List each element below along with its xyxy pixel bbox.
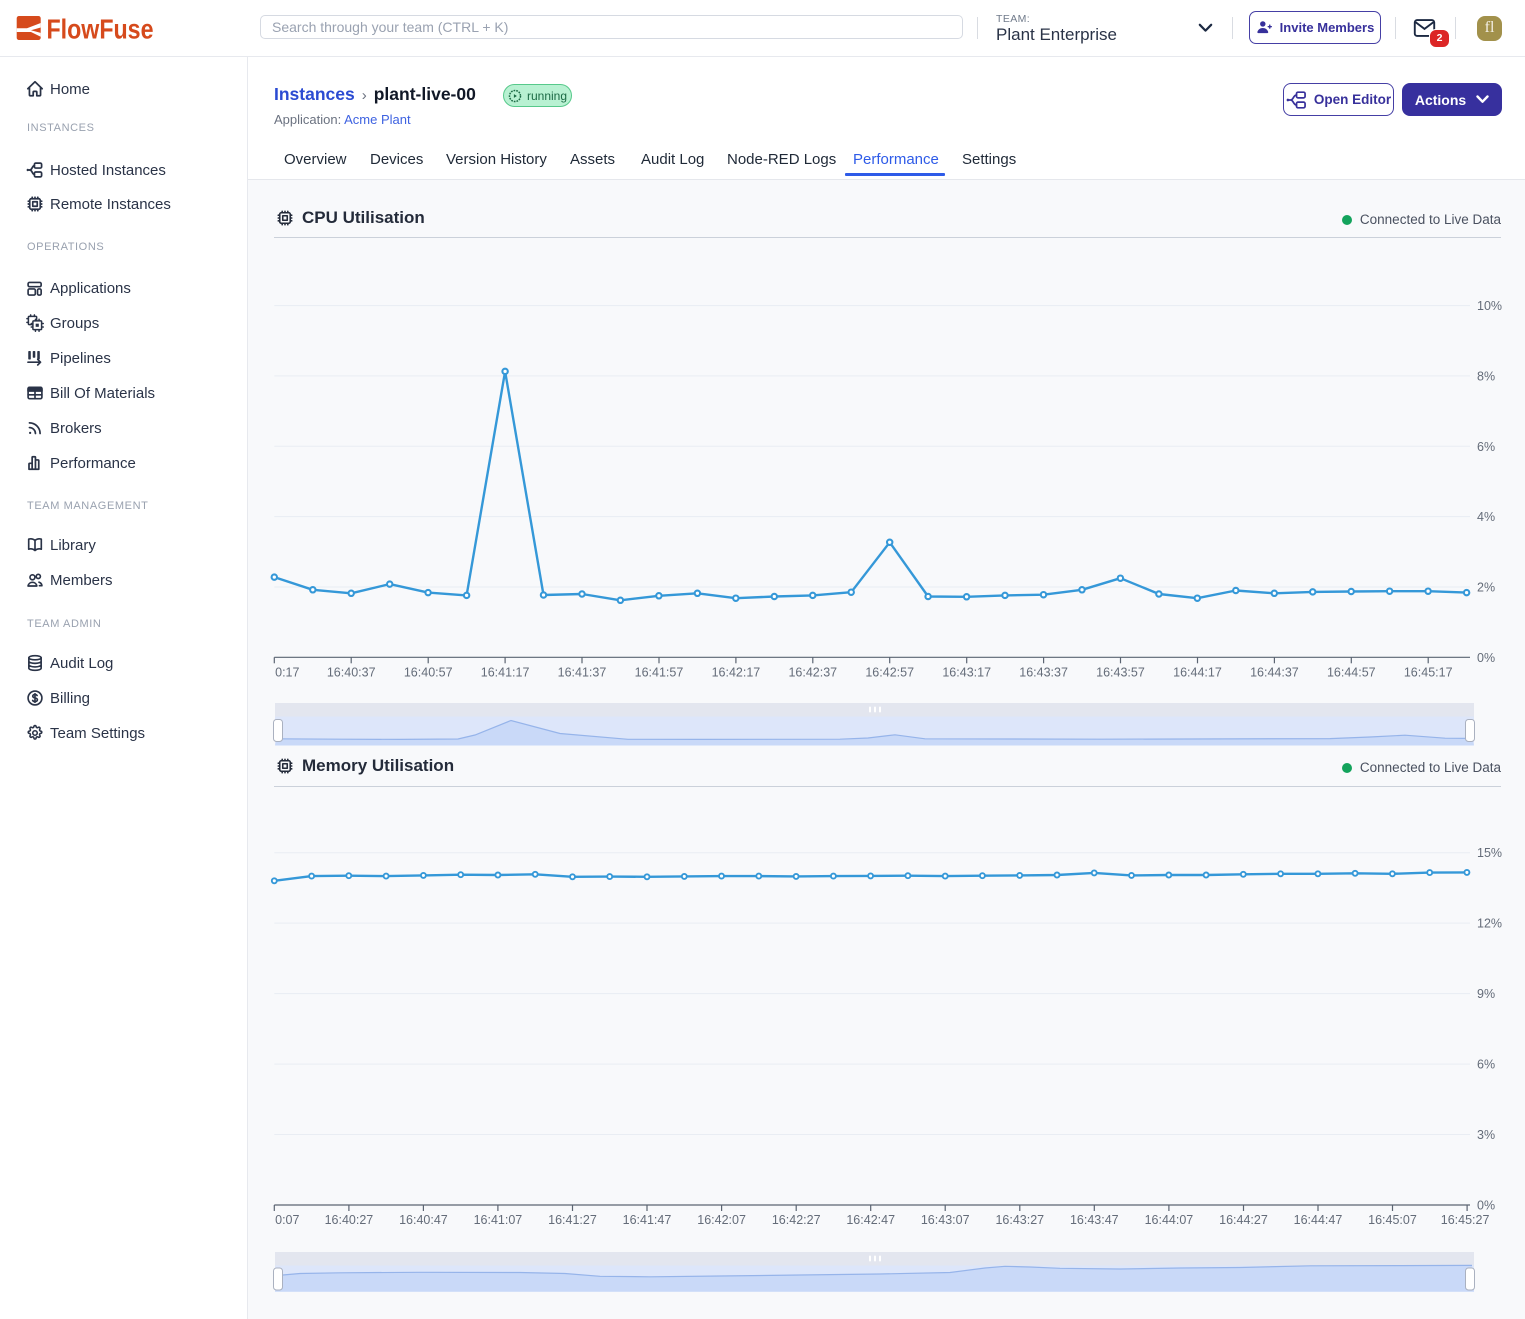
svg-text:16:41:37: 16:41:37 (558, 665, 607, 679)
svg-text:16:45:27: 16:45:27 (1441, 1213, 1490, 1227)
svg-text:0:07: 0:07 (275, 1213, 299, 1227)
svg-text:2%: 2% (1477, 581, 1495, 595)
svg-text:16:43:37: 16:43:37 (1019, 665, 1068, 679)
svg-text:16:43:47: 16:43:47 (1070, 1213, 1119, 1227)
svg-text:16:41:07: 16:41:07 (474, 1213, 523, 1227)
svg-text:15%: 15% (1477, 846, 1502, 860)
svg-text:16:41:27: 16:41:27 (548, 1213, 597, 1227)
svg-text:16:42:17: 16:42:17 (712, 665, 761, 679)
svg-text:16:44:17: 16:44:17 (1173, 665, 1222, 679)
svg-text:16:45:17: 16:45:17 (1404, 665, 1453, 679)
svg-text:0%: 0% (1477, 651, 1495, 665)
svg-text:12%: 12% (1477, 917, 1502, 931)
svg-text:3%: 3% (1477, 1128, 1495, 1142)
svg-text:16:44:07: 16:44:07 (1145, 1213, 1194, 1227)
svg-text:16:40:37: 16:40:37 (327, 665, 376, 679)
svg-text:10%: 10% (1477, 299, 1502, 313)
svg-text:16:45:07: 16:45:07 (1368, 1213, 1417, 1227)
svg-text:16:42:07: 16:42:07 (697, 1213, 746, 1227)
svg-text:16:42:47: 16:42:47 (846, 1213, 895, 1227)
svg-text:16:42:37: 16:42:37 (788, 665, 837, 679)
svg-text:16:44:37: 16:44:37 (1250, 665, 1299, 679)
svg-text:16:43:07: 16:43:07 (921, 1213, 970, 1227)
svg-text:6%: 6% (1477, 1058, 1495, 1072)
svg-text:16:44:27: 16:44:27 (1219, 1213, 1268, 1227)
svg-text:16:41:17: 16:41:17 (481, 665, 530, 679)
svg-text:8%: 8% (1477, 369, 1495, 383)
svg-text:16:42:57: 16:42:57 (865, 665, 914, 679)
svg-text:16:44:57: 16:44:57 (1327, 665, 1376, 679)
svg-text:16:40:47: 16:40:47 (399, 1213, 448, 1227)
svg-text:16:43:57: 16:43:57 (1096, 665, 1145, 679)
svg-text:16:40:27: 16:40:27 (325, 1213, 374, 1227)
svg-text:16:41:57: 16:41:57 (635, 665, 684, 679)
svg-text:16:44:47: 16:44:47 (1294, 1213, 1343, 1227)
svg-text:16:43:27: 16:43:27 (995, 1213, 1044, 1227)
svg-text:16:40:57: 16:40:57 (404, 665, 453, 679)
svg-text:16:42:27: 16:42:27 (772, 1213, 821, 1227)
svg-text:0:17: 0:17 (275, 665, 299, 679)
svg-text:6%: 6% (1477, 440, 1495, 454)
svg-text:0%: 0% (1477, 1199, 1495, 1213)
svg-text:16:43:17: 16:43:17 (942, 665, 991, 679)
svg-text:16:41:47: 16:41:47 (623, 1213, 672, 1227)
svg-text:FlowFuse: FlowFuse (47, 14, 154, 45)
svg-text:9%: 9% (1477, 987, 1495, 1001)
svg-text:4%: 4% (1477, 510, 1495, 524)
